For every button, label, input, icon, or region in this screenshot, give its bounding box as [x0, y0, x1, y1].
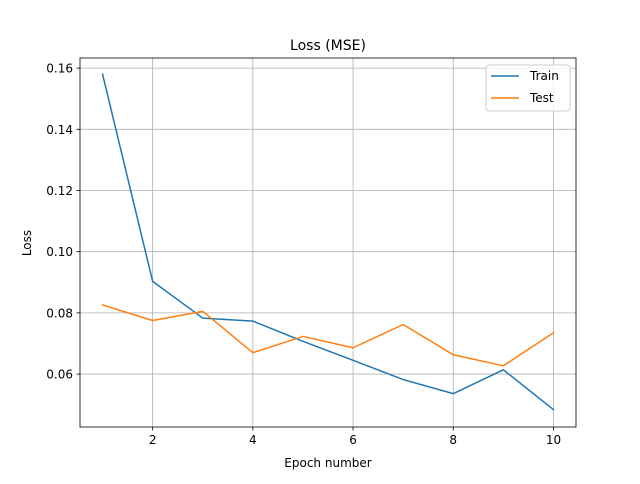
plot-area-frame: [79, 57, 577, 428]
legend-test-label: Test: [529, 91, 554, 105]
x-tick-label: 4: [249, 433, 257, 447]
y-tick-label: 0.12: [46, 184, 73, 198]
series-line-train: [101, 73, 555, 411]
x-tick-label: 8: [449, 433, 457, 447]
x-tick-label: 6: [349, 433, 357, 447]
x-axis-label: Epoch number: [284, 456, 371, 470]
y-tick-label: 0.08: [46, 306, 73, 320]
y-tick-label: 0.16: [46, 62, 73, 76]
y-tick-label: 0.06: [46, 368, 73, 382]
series-line-test: [101, 303, 555, 367]
legend-train-label: Train: [529, 69, 559, 83]
series-lines: [101, 73, 555, 411]
x-axis-ticks: 2 4 6 8 10: [149, 427, 561, 447]
y-axis-label: Loss: [20, 230, 34, 256]
legend: Train Test: [485, 64, 571, 112]
y-tick-label: 0.10: [46, 245, 73, 259]
y-axis-ticks: 0.06 0.08 0.10 0.12 0.14 0.16: [46, 62, 80, 382]
x-tick-label: 2: [149, 433, 157, 447]
y-tick-label: 0.14: [46, 123, 73, 137]
x-tick-label: 10: [546, 433, 561, 447]
chart-title: Loss (MSE): [290, 38, 366, 54]
